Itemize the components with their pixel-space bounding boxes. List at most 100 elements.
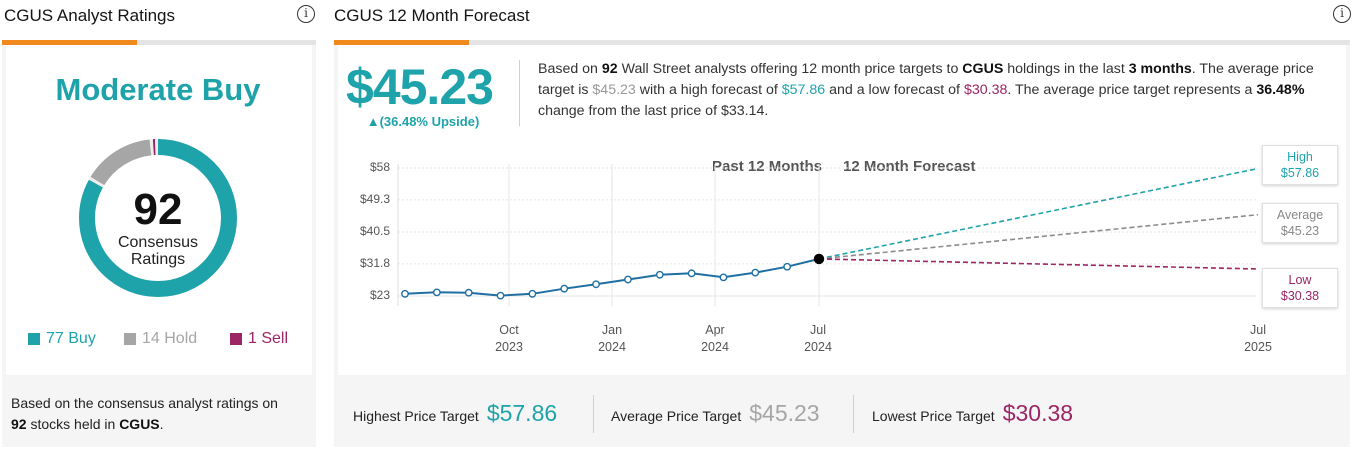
ratings-donut: [79, 139, 237, 297]
footnote-text-2: stocks held in: [26, 416, 120, 432]
price-point: [496, 291, 505, 300]
desc-low: $30.38: [963, 82, 1008, 98]
y-tick-label: $49.3: [359, 192, 390, 206]
x-tick-month: Jan: [601, 323, 623, 337]
highest-target-value: $57.86: [486, 400, 558, 426]
average-callout-value: $45.23: [1280, 224, 1320, 238]
ratings-panel: [2, 45, 316, 447]
price-point: [751, 268, 760, 277]
low-callout-value: $30.38: [1280, 289, 1320, 303]
highest-target: Highest Price Target $57.86: [353, 400, 557, 427]
forecast-panel: [334, 45, 1350, 447]
price-point: [624, 275, 632, 284]
desc-ticker: CGUS: [962, 61, 1004, 77]
highest-target-label: Highest Price Target: [353, 408, 479, 424]
footnote-ticker: CGUS: [119, 416, 160, 432]
header-divider: [519, 60, 520, 126]
average-callout: Average $45.23: [1262, 203, 1338, 243]
x-tick-label: Jul 2025: [1228, 322, 1288, 356]
forecast-tab-accent: [334, 40, 469, 45]
desc-high: $57.86: [781, 82, 826, 98]
forecast-tab-bar: [334, 40, 1350, 45]
lowest-target: Lowest Price Target $30.38: [872, 400, 1073, 427]
info-icon[interactable]: i: [297, 5, 315, 23]
price-point: [655, 270, 664, 279]
x-tick-month: Jul: [1250, 323, 1266, 337]
forecast-section-title: CGUS 12 Month Forecast: [334, 6, 530, 25]
x-tick-label: Jan 2024: [582, 322, 642, 356]
average-target: Average Price Target $45.23: [611, 400, 820, 427]
average-price-target: $45.23: [346, 59, 494, 115]
price-point: [528, 289, 537, 298]
donut-segment-buy: [79, 139, 237, 297]
legend-sell: 1 Sell: [230, 330, 288, 348]
lowest-target-value: $30.38: [1002, 400, 1074, 426]
desc-text: holdings in the last: [1003, 61, 1129, 77]
price-point: [687, 269, 696, 278]
info-icon[interactable]: i: [1333, 5, 1351, 23]
hold-label: 14 Hold: [142, 330, 198, 347]
ratings-card: [6, 45, 312, 375]
footnote-text-1: Based on the consensus analyst ratings o…: [11, 395, 278, 411]
desc-text: with a high forecast of: [635, 82, 782, 98]
hold-swatch: [124, 333, 136, 345]
x-tick-year: 2024: [701, 340, 729, 354]
forecast-description: Based on 92 Wall Street analysts offerin…: [538, 59, 1346, 122]
desc-analyst-count: 92: [601, 61, 618, 77]
high-callout: High $57.86: [1262, 145, 1338, 185]
sell-swatch: [230, 333, 242, 345]
desc-average: $45.23: [592, 82, 636, 98]
desc-text: . The average price target is: [538, 61, 1314, 98]
desc-text: change from the last price of: [538, 103, 721, 119]
price-point: [560, 284, 569, 293]
y-tick-label: $31.8: [359, 256, 390, 270]
price-point: [592, 280, 600, 289]
sell-label: 1 Sell: [248, 330, 289, 347]
price-point: [783, 262, 792, 271]
ratings-tab-bar: [2, 40, 316, 45]
desc-change: 36.48%: [1256, 82, 1305, 98]
desc-text: Based on: [538, 61, 602, 77]
desc-text: and a low forecast of: [825, 82, 964, 98]
y-tick-label: $40.5: [359, 224, 390, 238]
x-tick-year: 2023: [495, 340, 523, 354]
buy-swatch: [28, 333, 40, 345]
forecast-average-line: [818, 213, 1259, 260]
lowest-target-label: Lowest Price Target: [872, 408, 995, 424]
footer-divider: [593, 395, 594, 433]
total-ratings-count: 92: [133, 185, 183, 234]
x-tick-label: Oct 2023: [479, 322, 539, 356]
forecast-high-line: [818, 167, 1259, 260]
desc-last-price: $33.14: [720, 103, 765, 119]
forecast-card: [338, 45, 1346, 375]
upside-percent: ▲(36.48% Upside): [366, 114, 480, 129]
ratings-label: Ratings: [130, 251, 186, 268]
desc-months: 3 months: [1128, 61, 1192, 77]
footer-divider: [853, 395, 854, 433]
price-point: [432, 288, 441, 297]
high-callout-label: High: [1287, 150, 1313, 164]
ratings-section-title: CGUS Analyst Ratings: [4, 6, 176, 25]
average-target-label: Average Price Target: [611, 408, 742, 424]
ratings-footnote: Based on the consensus analyst ratings o…: [11, 393, 306, 435]
average-target-value: $45.23: [749, 400, 820, 426]
x-tick-year: 2025: [1244, 340, 1272, 354]
footnote-end: .: [159, 416, 164, 432]
desc-text: . The average price target represents a: [1007, 82, 1257, 98]
x-tick-month: Oct: [499, 323, 519, 337]
x-tick-year: 2024: [804, 340, 832, 354]
desc-text: .: [764, 103, 769, 119]
low-callout: Low $30.38: [1262, 268, 1338, 308]
low-callout-label: Low: [1288, 273, 1312, 287]
x-tick-month: Jul: [810, 323, 826, 337]
chart-past-label: Past 12 Months: [712, 158, 823, 175]
consensus-rating: Moderate Buy: [55, 72, 261, 107]
x-tick-month: Apr: [705, 323, 725, 337]
price-point: [719, 273, 728, 282]
high-callout-value: $57.86: [1280, 166, 1320, 180]
ratings-tab-accent: [2, 40, 137, 45]
legend-hold: 14 Hold: [124, 330, 197, 348]
desc-text: Wall Street analysts offering 12 month p…: [617, 61, 963, 77]
forecast-low-line: [818, 258, 1259, 270]
